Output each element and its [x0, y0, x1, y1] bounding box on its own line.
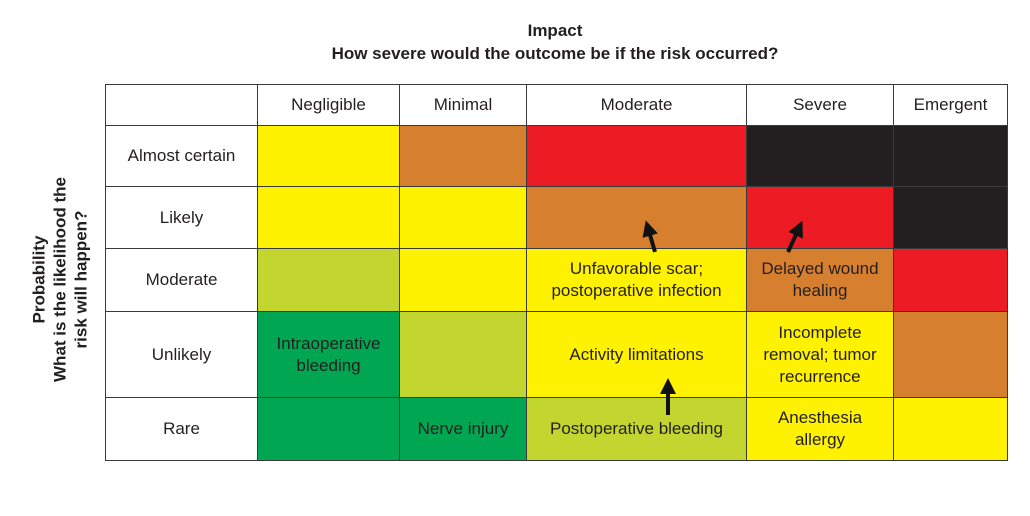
row-header: Likely	[105, 186, 258, 249]
arrow-up-icon	[786, 220, 803, 253]
impact-subtitle: How severe would the outcome be if the r…	[331, 44, 779, 63]
risk-cell: Activity limitations	[526, 311, 747, 398]
corner-cell	[105, 84, 258, 126]
risk-cell	[893, 397, 1008, 461]
arrow-up-icon	[642, 220, 658, 253]
risk-cell: Nerve injury	[399, 397, 527, 461]
risk-cell	[893, 186, 1008, 249]
risk-cell	[257, 186, 400, 249]
risk-cell: Intraoperative bleeding	[257, 311, 400, 398]
risk-cell: Incomplete removal; tumor recurrence	[746, 311, 894, 398]
risk-cell	[399, 125, 527, 187]
risk-cell	[399, 311, 527, 398]
row-header: Rare	[105, 397, 258, 461]
column-header: Emergent	[893, 84, 1008, 126]
risk-cell: Unfavorable scar; postoperative infectio…	[526, 248, 747, 312]
risk-cell	[399, 186, 527, 249]
risk-cell: Postoperative bleeding	[526, 397, 747, 461]
column-header: Severe	[746, 84, 894, 126]
row-header: Moderate	[105, 248, 258, 312]
row-header: Unlikely	[105, 311, 258, 398]
risk-cell	[257, 125, 400, 187]
column-header: Moderate	[526, 84, 747, 126]
risk-cell	[257, 397, 400, 461]
impact-title: Impact	[527, 21, 583, 40]
risk-cell: Anesthesia allergy	[746, 397, 894, 461]
risk-cell	[399, 248, 527, 312]
risk-cell	[746, 186, 894, 249]
row-header: Almost certain	[105, 125, 258, 187]
